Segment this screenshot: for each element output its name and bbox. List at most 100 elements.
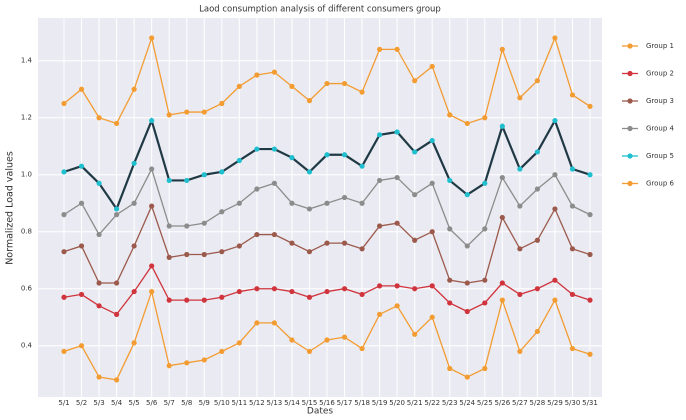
data-point	[114, 311, 120, 317]
data-point	[149, 35, 155, 41]
data-point	[201, 172, 207, 178]
data-point	[534, 186, 541, 192]
data-point	[324, 80, 330, 87]
x-tick-label: 5/2	[76, 399, 87, 407]
data-point	[394, 283, 400, 289]
x-tick-label: 5/28	[530, 399, 546, 407]
data-point	[184, 251, 190, 258]
data-point	[114, 120, 120, 127]
legend-label: Group 3	[646, 97, 674, 105]
legend-marker	[627, 43, 633, 49]
x-tick-label: 5/13	[267, 399, 283, 407]
data-point	[306, 348, 313, 355]
data-point	[534, 328, 541, 335]
data-point	[464, 120, 470, 127]
data-point	[131, 200, 137, 206]
data-point	[517, 348, 523, 355]
data-point	[394, 303, 400, 309]
data-point	[341, 286, 348, 292]
data-point	[534, 78, 541, 84]
data-point	[61, 169, 67, 175]
x-tick-label: 5/3	[93, 399, 104, 407]
data-point	[166, 297, 172, 303]
y-tick-label: 1.4	[21, 57, 33, 65]
data-point	[412, 286, 418, 292]
x-tick-label: 5/24	[459, 399, 475, 407]
data-point	[219, 209, 225, 215]
data-point	[534, 286, 541, 292]
data-point	[587, 212, 593, 218]
data-point	[306, 98, 313, 104]
y-tick-label: 1.0	[21, 171, 32, 179]
x-tick-label: 5/27	[512, 399, 528, 407]
data-point	[359, 89, 365, 95]
data-point	[201, 109, 207, 115]
x-tick-label: 5/5	[129, 399, 140, 407]
data-point	[569, 246, 576, 252]
x-tick-label: 5/4	[111, 399, 123, 407]
y-tick-label: 0.8	[21, 228, 32, 236]
data-point	[499, 297, 505, 303]
data-point	[236, 157, 242, 164]
data-point	[341, 152, 348, 158]
data-point	[517, 95, 523, 101]
data-point	[306, 206, 313, 212]
data-point	[324, 288, 330, 295]
data-point	[377, 223, 383, 229]
data-point	[184, 297, 190, 303]
legend-marker	[627, 125, 633, 132]
data-point	[429, 283, 435, 289]
data-point	[78, 86, 85, 92]
data-point	[482, 226, 488, 232]
data-point	[78, 243, 85, 249]
data-point	[149, 117, 155, 124]
x-tick-label: 5/14	[284, 399, 300, 407]
legend-label: Group 2	[646, 70, 674, 78]
data-point	[412, 237, 418, 243]
data-point	[78, 200, 85, 206]
data-point	[412, 149, 418, 155]
data-point	[219, 100, 225, 107]
data-point	[447, 177, 453, 184]
data-point	[552, 35, 558, 41]
data-point	[236, 340, 242, 346]
x-tick-label: 5/26	[494, 399, 510, 407]
data-point	[166, 112, 172, 118]
data-point	[447, 112, 453, 118]
data-point	[166, 177, 172, 184]
x-tick-label: 5/9	[199, 399, 210, 407]
data-point	[96, 280, 102, 286]
data-point	[306, 294, 313, 300]
data-point	[534, 149, 541, 155]
y-tick-label: 0.6	[21, 285, 33, 293]
data-point	[569, 92, 576, 98]
data-point	[219, 249, 225, 255]
data-point	[149, 263, 155, 269]
data-point	[447, 277, 453, 283]
data-point	[184, 360, 190, 366]
data-point	[429, 180, 435, 186]
legend-marker	[627, 180, 633, 187]
data-point	[184, 223, 190, 229]
x-tick-label: 5/18	[354, 399, 370, 407]
legend-label: Group 4	[646, 125, 675, 133]
data-point	[149, 288, 155, 295]
data-point	[166, 254, 172, 260]
data-point	[587, 103, 593, 109]
data-point	[201, 220, 207, 226]
data-point	[552, 277, 558, 283]
data-point	[184, 177, 190, 184]
data-point	[569, 291, 576, 298]
data-point	[359, 246, 365, 252]
x-tick-label: 5/20	[389, 399, 405, 407]
data-point	[482, 365, 488, 372]
data-point	[324, 337, 330, 343]
data-point	[429, 314, 435, 320]
data-point	[499, 280, 505, 286]
x-tick-label: 5/21	[407, 399, 423, 407]
x-tick-label: 5/7	[164, 399, 175, 407]
x-tick-label: 5/6	[146, 399, 158, 407]
y-tick-label: 1.2	[21, 114, 32, 122]
x-tick-label: 5/10	[214, 399, 230, 407]
x-tick-label: 5/16	[319, 399, 335, 407]
